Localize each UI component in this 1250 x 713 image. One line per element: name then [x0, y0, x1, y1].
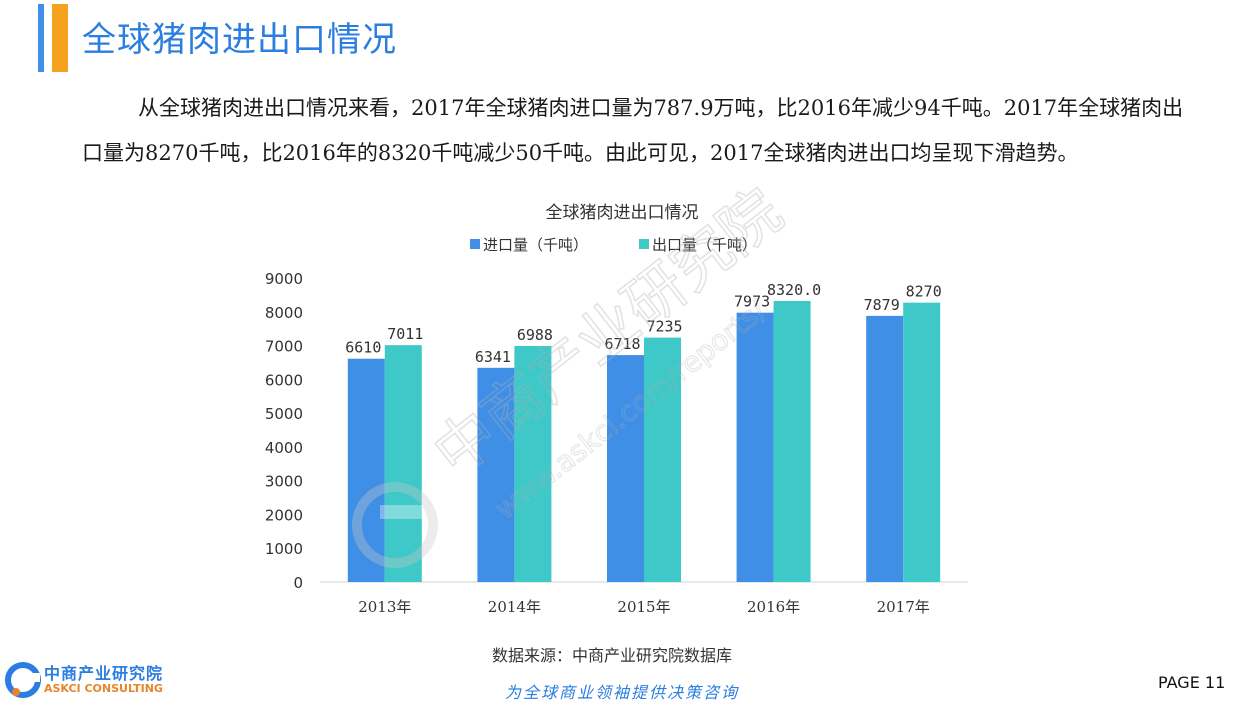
- y-tick-label: 7000: [265, 338, 303, 356]
- legend-label: 出口量（千吨）: [652, 236, 757, 254]
- bar-import: [607, 355, 644, 582]
- y-tick-label: 1000: [265, 540, 303, 558]
- page-title: 全球猪肉进出口情况: [82, 20, 397, 60]
- legend-label: 进口量（千吨）: [483, 236, 588, 254]
- y-tick-label: 5000: [265, 405, 303, 423]
- bar-import: [347, 358, 385, 582]
- data-label: 6988: [517, 326, 553, 344]
- bar-import: [736, 312, 774, 582]
- y-tick-label: 0: [293, 574, 303, 592]
- data-label: 6341: [475, 348, 511, 366]
- chart-title-wrap: 全球猪肉进出口情况: [0, 198, 1250, 223]
- y-tick-label: 2000: [265, 506, 303, 524]
- legend-swatch: [639, 239, 649, 249]
- data-label: 7879: [864, 296, 900, 314]
- bar-export: [644, 337, 681, 582]
- y-tick-label: 9000: [265, 270, 303, 288]
- header-accent-bar-orange: [52, 4, 68, 72]
- data-label: 7973: [734, 293, 770, 311]
- y-tick-label: 3000: [265, 473, 303, 491]
- bar-export: [773, 300, 811, 582]
- bar-import: [477, 367, 515, 582]
- data-label: 7011: [387, 325, 423, 343]
- data-source: 数据来源：中商产业研究院数据库: [492, 646, 733, 665]
- header-accent-bar-blue: [38, 4, 44, 72]
- x-tick-label: 2017年: [877, 598, 930, 616]
- footer-slogan: 为全球商业领袖提供决策咨询: [505, 683, 740, 702]
- bar-export: [514, 345, 552, 582]
- bar-export: [384, 345, 422, 582]
- logo-en-text: ASKCI CONSULTING: [44, 682, 163, 695]
- bar-import: [866, 315, 904, 582]
- legend-swatch: [470, 239, 480, 249]
- x-tick-label: 2014年: [488, 598, 541, 616]
- watermark: 中商产业研究院 www.askci.com/reports/: [352, 175, 796, 568]
- data-label: 6718: [604, 335, 640, 353]
- y-tick-label: 6000: [265, 371, 303, 389]
- chart-bars: [347, 300, 941, 582]
- data-label: 8320.0: [767, 281, 821, 299]
- brand-logo-icon: [5, 662, 41, 698]
- data-label: 8270: [906, 283, 942, 301]
- intro-paragraph: 从全球猪肉进出口情况来看，2017年全球猪肉进口量为787.9万吨，比2016年…: [82, 96, 1184, 165]
- x-tick-label: 2016年: [747, 598, 800, 616]
- logo-cn-text: 中商产业研究院: [44, 664, 164, 683]
- data-label: 7235: [646, 318, 682, 336]
- bar-export: [903, 302, 941, 582]
- x-axis: 2013年 2014年 2015年 2016年 2017年: [358, 598, 930, 616]
- page-number: PAGE 11: [1158, 673, 1226, 692]
- chart-title: 全球猪肉进出口情况: [545, 203, 699, 223]
- watermark-logo: [352, 482, 438, 568]
- x-tick-label: 2013年: [358, 598, 411, 616]
- data-label: 6610: [345, 339, 381, 357]
- x-tick-label: 2015年: [617, 598, 670, 616]
- chart-legend: 进口量（千吨） 出口量（千吨）: [470, 236, 757, 254]
- y-tick-label: 4000: [265, 439, 303, 457]
- y-tick-label: 8000: [265, 304, 303, 322]
